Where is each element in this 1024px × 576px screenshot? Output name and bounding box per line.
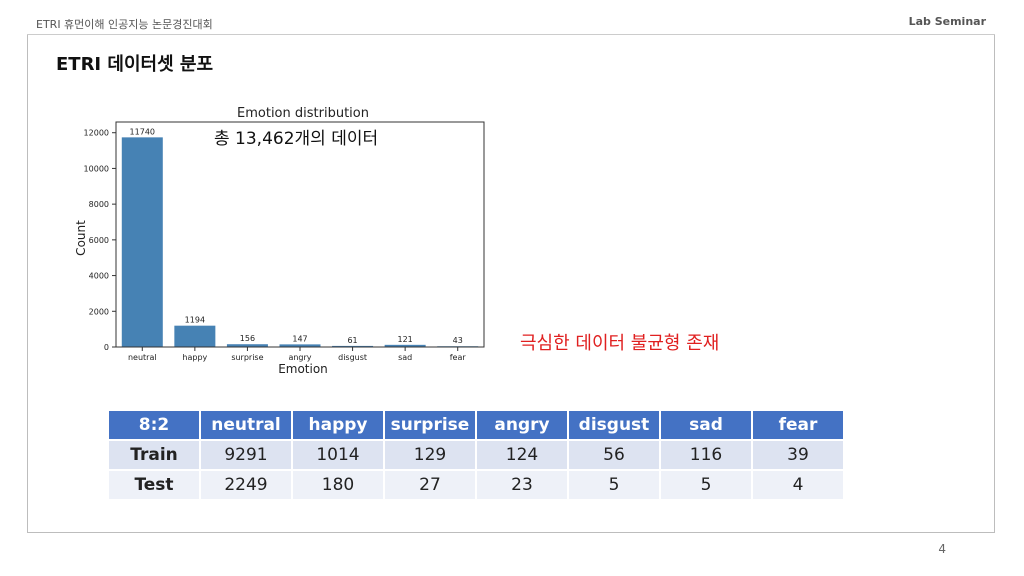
- table-cell: 5: [569, 471, 659, 499]
- table-cell: 23: [477, 471, 567, 499]
- chart-bars: 11740 1194 156 147 61 121 43: [121, 127, 479, 348]
- chart-data-label: 147: [292, 334, 307, 343]
- chart-bar-neutral: [121, 137, 163, 347]
- table-cell: 2249: [201, 471, 291, 499]
- header-left-title: ETRI 휴먼이해 인공지능 논문경진대회: [36, 18, 213, 31]
- table-cell: 5: [661, 471, 751, 499]
- table-row: Test 2249 180 27 23 5 5 4: [109, 471, 843, 499]
- chart-bar-happy: [174, 325, 216, 347]
- chart-bar-surprise: [226, 344, 268, 347]
- table-cell: 124: [477, 441, 567, 469]
- chart-data-label: 121: [398, 335, 413, 344]
- chart-y-ticks: 0 2000 4000 6000 8000 10000 12000: [84, 129, 116, 352]
- chart-y-tick-label: 6000: [89, 236, 109, 245]
- chart-y-tick-label: 4000: [89, 272, 109, 281]
- slide-frame: [27, 35, 995, 533]
- chart-x-axis-label: Emotion: [278, 362, 328, 376]
- chart-bar-sad: [384, 344, 426, 347]
- slide-title: ETRI 데이터셋 분포: [56, 54, 214, 75]
- table-cell: 129: [385, 441, 475, 469]
- table-header-cell: neutral: [201, 411, 291, 439]
- chart-plot-frame: [115, 121, 485, 348]
- table-header-cell: fear: [753, 411, 843, 439]
- table-row: Train 9291 1014 129 124 56 116 39: [109, 441, 843, 469]
- split-distribution-table: 8:2 neutral happy surprise angry disgust…: [107, 409, 845, 501]
- chart-x-tick-label: sad: [398, 353, 412, 362]
- table-cell: 116: [661, 441, 751, 469]
- chart-y-tick-label: 12000: [84, 129, 109, 138]
- chart-x-tick-label: happy: [182, 353, 207, 362]
- chart-x-tick-label: neutral: [128, 353, 157, 362]
- chart-data-label: 156: [240, 334, 255, 343]
- page-number: 4: [938, 542, 946, 556]
- chart-x-tick-label: fear: [450, 353, 467, 362]
- table-cell: 9291: [201, 441, 291, 469]
- table-header-row: 8:2 neutral happy surprise angry disgust…: [109, 411, 843, 439]
- chart-y-tick-label: 10000: [84, 164, 109, 173]
- emotion-bar-chart: Emotion distribution Emotion Count 0 2000…: [74, 106, 485, 376]
- table-cell: 180: [293, 471, 383, 499]
- chart-data-label: 61: [347, 336, 357, 345]
- table-header-cell: disgust: [569, 411, 659, 439]
- chart-title: Emotion distribution: [237, 106, 369, 121]
- header-right-title: Lab Seminar: [908, 15, 986, 28]
- chart-y-tick-label: 8000: [89, 200, 109, 209]
- chart-x-ticks: neutral happy surprise angry disgust sad fear: [128, 347, 466, 362]
- table-row-label: Test: [109, 471, 199, 499]
- chart-data-label: 1194: [185, 316, 205, 325]
- table-cell: 4: [753, 471, 843, 499]
- chart-data-label: 43: [453, 336, 463, 345]
- table-header-cell: happy: [293, 411, 383, 439]
- table-cell: 56: [569, 441, 659, 469]
- table-cell: 27: [385, 471, 475, 499]
- table-header-cell: surprise: [385, 411, 475, 439]
- table-header-cell: angry: [477, 411, 567, 439]
- imbalance-note: 극심한 데이터 불균형 존재: [520, 333, 720, 354]
- chart-x-tick-label: surprise: [231, 353, 263, 362]
- table-header-cell: sad: [661, 411, 751, 439]
- header-divider: [27, 34, 995, 35]
- table-cell: 39: [753, 441, 843, 469]
- table-header-cell: 8:2: [109, 411, 199, 439]
- table-cell: 1014: [293, 441, 383, 469]
- total-count-note: 총 13,462개의 데이터: [214, 129, 379, 149]
- chart-x-tick-label: disgust: [338, 353, 367, 362]
- chart-bar-angry: [279, 344, 321, 347]
- table-row-label: Train: [109, 441, 199, 469]
- chart-y-axis-label: Count: [74, 220, 88, 256]
- chart-data-label: 11740: [130, 127, 155, 136]
- chart-bar-disgust: [332, 345, 374, 347]
- chart-x-tick-label: angry: [288, 353, 311, 362]
- chart-y-tick-label: 2000: [89, 307, 109, 316]
- chart-y-tick-label: 0: [104, 343, 109, 352]
